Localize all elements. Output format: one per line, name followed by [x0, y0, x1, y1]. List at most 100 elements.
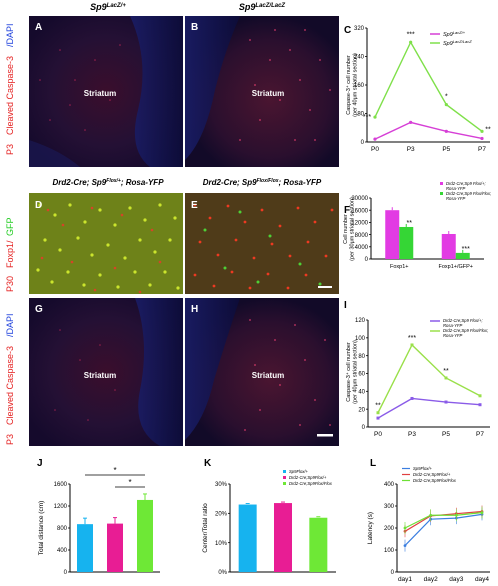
legend-swatch [440, 182, 443, 185]
header-genotype-mid-right: Drd2-Cre; Sp9Flox/Flox; Rosa-YFP [203, 178, 322, 187]
y-tick-label: 800 [57, 526, 68, 532]
micrograph-panel-b: B Striatum [185, 16, 339, 167]
significance-mark: * [445, 94, 448, 101]
chart-j-total-distance: J 0 400 800 1200 1600 Total distance (cm) * * [37, 458, 160, 576]
x-tick-label: P0 [374, 431, 382, 438]
x-tick-label: P5 [442, 431, 450, 438]
data-point [444, 102, 448, 107]
significance-mark: * [128, 478, 131, 487]
svg-text:Cleaved Caspase-3: Cleaved Caspase-3 [5, 56, 15, 135]
legend-label: Drd2-Cre;Sp9Flox/Flox [289, 481, 333, 486]
bar [399, 226, 414, 259]
y-tick-label: 60 [358, 372, 365, 378]
significance-mark: ** [485, 126, 491, 133]
x-tick-label: day3 [449, 576, 463, 583]
y-tick-label: 8000 [355, 233, 369, 239]
y-axis-title-line: Total distance (cm) [38, 501, 45, 556]
series-line-1 [374, 40, 483, 132]
chart-c-caspase-timecourse: C 0 80 160 240 320 Caspase-3⁺ cell number (per … [344, 25, 491, 153]
significance-mark: *** [363, 114, 371, 121]
svg-text:P30: P30 [5, 276, 15, 292]
data-point [444, 376, 448, 380]
bar [309, 517, 328, 572]
legend-label: Rosa-YFP [443, 333, 463, 338]
y-tick-label: 80 [358, 354, 365, 360]
data-point [410, 396, 414, 400]
y-axis-title-line: (per 40μm striatal section) [353, 53, 359, 117]
scale-bar-e [318, 286, 332, 288]
x-tick-label: P0 [371, 146, 379, 153]
y-axis-title-line: Latency (s) [367, 512, 374, 544]
y-tick-label: 300 [384, 504, 395, 510]
y-axis-title-line: Center/Total ratio [202, 503, 209, 553]
y-tick-label: 100 [384, 548, 395, 554]
significance-mark: *** [462, 246, 470, 253]
panel-letter-i: I [344, 300, 347, 311]
y-tick-label: 120 [355, 318, 366, 324]
panel-letter-a: A [35, 22, 42, 33]
panel-letter-b: B [191, 22, 198, 33]
legend-label: Drd2-Cre;Sp9 Flox/+; [446, 181, 487, 186]
data-point [409, 40, 413, 44]
row-label-top: P3 Cleaved Caspase-3 /DAPI [5, 23, 15, 155]
scale-bar-h [317, 434, 333, 437]
chart-l-latency: L 0 100 200 300 400 Latency (s) day1 day2 day3 day… [367, 458, 490, 583]
panel-letter-h: H [191, 304, 198, 315]
row-label-middle: P30 Foxp1/ GFP [5, 217, 15, 292]
data-point [480, 129, 484, 133]
legend-label: Rosa-YFP [443, 323, 463, 328]
y-tick-label: 20000 [351, 196, 368, 202]
chart-i-caspase-timecourse-cko: I 0 20 40 60 80 100 120 Caspase-3⁺ cell number (p… [344, 300, 490, 438]
legend-label: Rosa-YFP [446, 196, 466, 201]
row-label-bottom: P3 Cleaved Caspase-3 /DAPI [5, 313, 15, 445]
y-tick-label: 400 [57, 548, 68, 554]
y-tick-label: 0 [391, 570, 395, 576]
y-axis-title-line: Cell number [343, 214, 349, 244]
chart-k-center-ratio: K0%10%20%30%Center/Total ratioSp9Flox/+D… [202, 458, 336, 576]
legend-label: Drd2-Cre;Sp9Flox/+ [289, 475, 327, 480]
y-tick-label: 400 [384, 482, 395, 488]
panel-letter-e: E [191, 200, 198, 211]
region-label-h: Striatum [252, 371, 284, 380]
svg-text:/DAPI: /DAPI [5, 23, 15, 47]
panel-letter-c: C [344, 25, 351, 36]
bar [238, 504, 257, 572]
y-axis-title-line: Caspase-3⁺ cell number [345, 342, 352, 402]
panel-letter-k: K [204, 458, 212, 469]
data-point [376, 416, 380, 420]
significance-mark: ** [375, 403, 381, 410]
legend-label: Drd2-Cre;Sp9 Flox/Flox; [446, 191, 492, 196]
significance-mark: * [113, 466, 116, 475]
y-tick-label: 0 [361, 140, 365, 146]
y-tick-label: 1600 [54, 482, 68, 488]
y-tick-label: 0 [365, 257, 369, 263]
x-tick-label: day4 [475, 576, 489, 583]
svg-text:P3: P3 [5, 144, 15, 155]
svg-text:P3: P3 [5, 434, 15, 445]
y-axis-title: Total distance (cm) [38, 501, 45, 556]
x-tick-label: P3 [408, 431, 416, 438]
bar [137, 499, 153, 572]
x-tick-label: P7 [478, 146, 486, 153]
data-point [409, 120, 413, 125]
bar [455, 252, 470, 259]
bar [107, 523, 123, 572]
header-genotype-right: Sp9LacZ/LacZ [239, 2, 286, 12]
y-tick-label: 0% [218, 570, 227, 576]
data-point [480, 136, 484, 141]
micrograph-panel-h: H Striatum [185, 298, 339, 446]
legend-swatch [283, 470, 286, 473]
region-label-a: Striatum [84, 89, 116, 98]
legend-label: Drd2-Cre;Sp9 Flox/+; [443, 318, 484, 323]
panel-letter-d: D [35, 200, 42, 211]
y-tick-label: 1200 [54, 504, 68, 510]
y-tick-label: 4000 [355, 245, 369, 251]
y-axis-title-line: (per 30μm striatal section) [350, 197, 356, 261]
y-tick-label: 80 [357, 112, 364, 118]
panel-letter-j: J [37, 458, 43, 469]
legend-label: Sp9Flox/+ [289, 469, 309, 474]
data-point [376, 411, 380, 415]
y-tick-label: 10% [215, 541, 228, 547]
y-tick-label: 160 [354, 83, 365, 89]
